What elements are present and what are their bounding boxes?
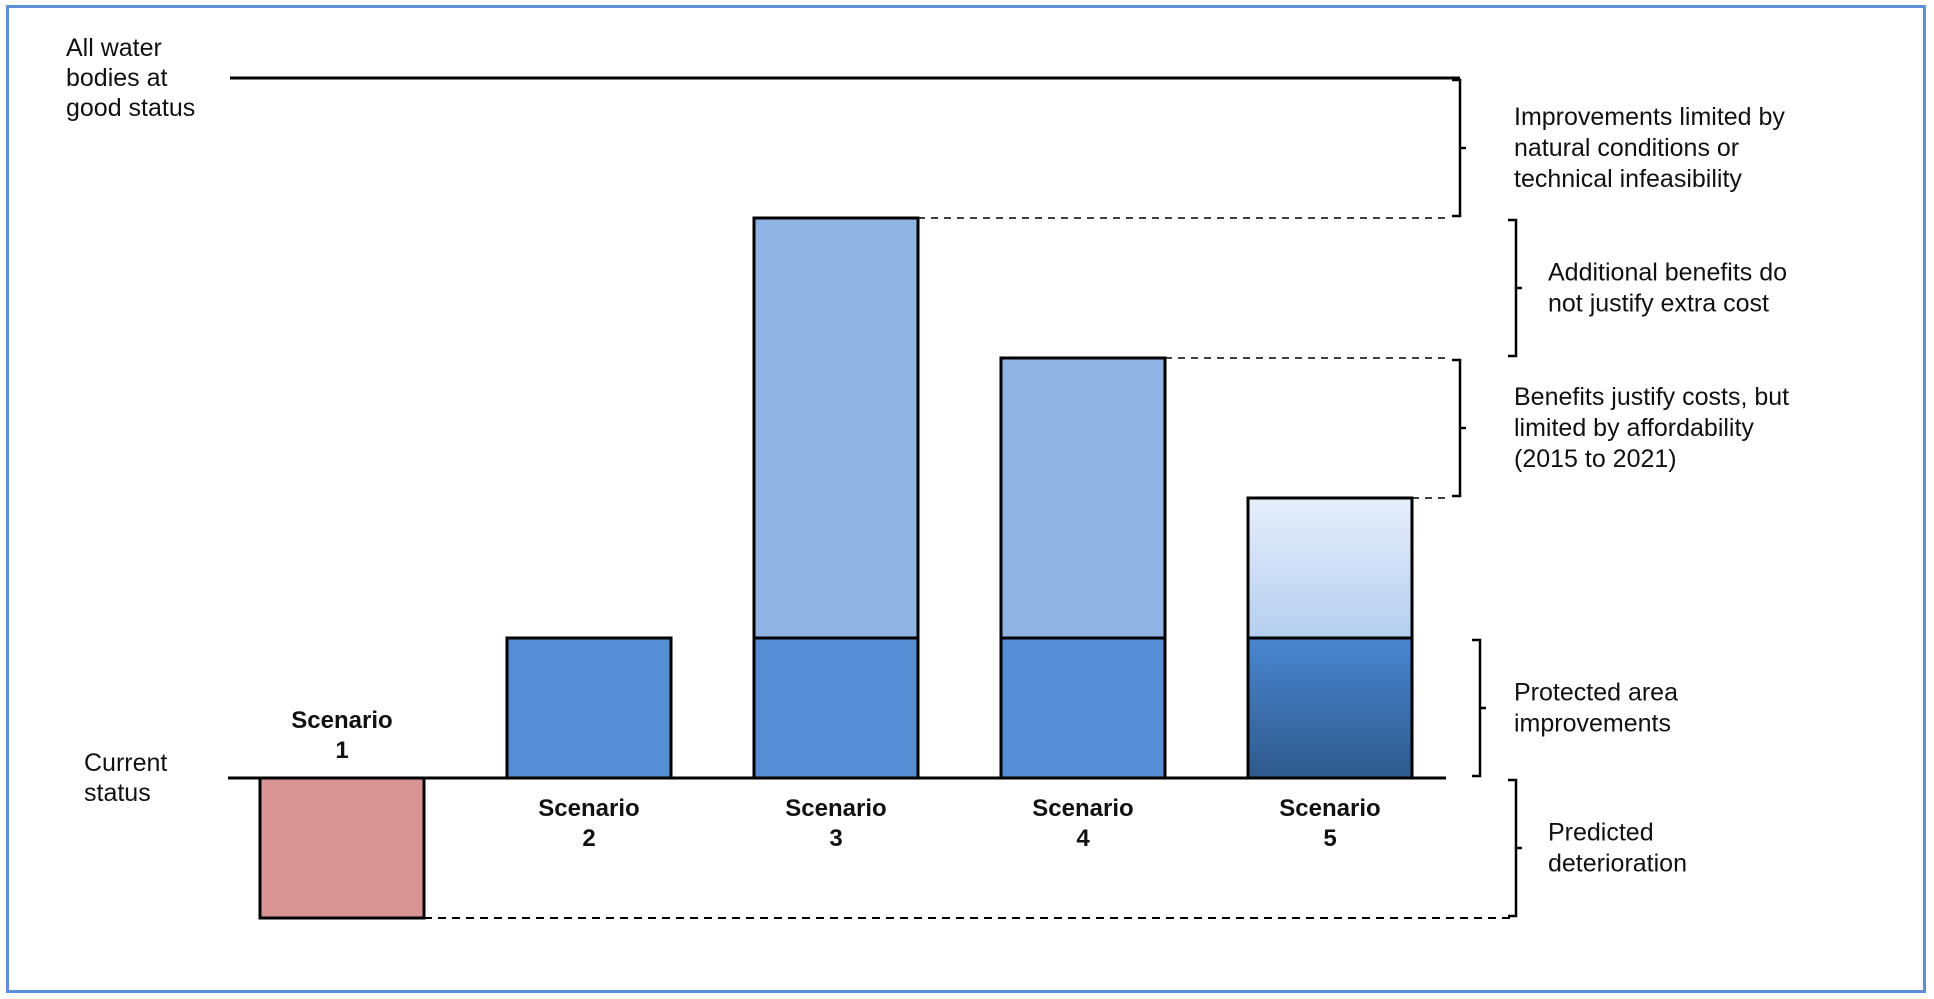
bracket-label-line: not justify extra cost bbox=[1548, 290, 1769, 318]
bracket bbox=[1508, 778, 1522, 918]
scenario-label-line: Scenario bbox=[291, 707, 392, 734]
protected-area-bar bbox=[999, 636, 1167, 780]
scenario-label: Scenario 3 bbox=[785, 795, 886, 852]
current-status-label: Current status bbox=[84, 749, 174, 807]
bracket-label-line: Predicted bbox=[1548, 819, 1654, 847]
bracket-label: Additional benefits do not justify extra … bbox=[1548, 259, 1787, 318]
additional-benefit-bar bbox=[1246, 496, 1414, 640]
protected-area-bar bbox=[505, 636, 673, 780]
scenario-label: Scenario 1 bbox=[291, 707, 392, 764]
scenario-label-line: Scenario bbox=[538, 795, 639, 822]
good-status-label-line: good status bbox=[66, 94, 195, 122]
deterioration-bar bbox=[258, 776, 426, 920]
good-status-label: All water bodies at good status bbox=[66, 34, 195, 122]
scenario-label-number: 4 bbox=[1076, 825, 1090, 852]
bracket-label: Benefits justify costs, but limited by af… bbox=[1514, 383, 1789, 473]
protected-area-bar bbox=[1246, 636, 1414, 780]
bracket-label-line: Additional benefits do bbox=[1548, 259, 1787, 287]
current-status-label-line: status bbox=[84, 779, 151, 807]
scenario-label-number: 2 bbox=[582, 825, 595, 852]
bracket-label-line: natural conditions or bbox=[1514, 134, 1739, 162]
protected-area-bar bbox=[752, 636, 920, 780]
bracket bbox=[1508, 218, 1522, 358]
bracket-label: Improvements limited by natural condition… bbox=[1514, 103, 1785, 193]
good-status-label-line: bodies at bbox=[66, 64, 168, 92]
bracket-label-line: limited by affordability bbox=[1514, 414, 1754, 442]
bracket-label: Protected area improvements bbox=[1514, 679, 1678, 738]
bracket-label-line: improvements bbox=[1514, 710, 1671, 738]
bracket-label: Predicted deterioration bbox=[1548, 819, 1687, 878]
bracket bbox=[1452, 358, 1466, 498]
bracket bbox=[1472, 638, 1486, 778]
scenario-label-number: 5 bbox=[1323, 825, 1336, 852]
scenario-label-line: Scenario bbox=[785, 795, 886, 822]
scenario-label-number: 1 bbox=[335, 737, 348, 764]
scenario-label: Scenario 2 bbox=[538, 795, 639, 852]
scenario-label: Scenario 4 bbox=[1032, 795, 1133, 852]
additional-benefit-bar bbox=[752, 216, 920, 640]
scenario-label-number: 3 bbox=[829, 825, 842, 852]
current-status-label-line: Current bbox=[84, 749, 167, 777]
good-status-label-line: All water bbox=[66, 34, 162, 62]
bracket-label-line: Protected area bbox=[1514, 679, 1678, 707]
bracket-label-line: technical infeasibility bbox=[1514, 165, 1742, 193]
bracket bbox=[1452, 78, 1466, 218]
bracket-label-line: (2015 to 2021) bbox=[1514, 445, 1677, 473]
additional-benefit-bar bbox=[999, 356, 1167, 640]
scenario-label-line: Scenario bbox=[1032, 795, 1133, 822]
brackets: Improvements limited by natural condition… bbox=[1452, 78, 1789, 918]
scenario-label-line: Scenario bbox=[1279, 795, 1380, 822]
bracket-label-line: Improvements limited by bbox=[1514, 103, 1785, 131]
scenario-bars bbox=[258, 216, 1414, 920]
bracket-label-line: deterioration bbox=[1548, 850, 1687, 878]
scenario-label: Scenario 5 bbox=[1279, 795, 1380, 852]
bracket-label-line: Benefits justify costs, but bbox=[1514, 383, 1789, 411]
guide-lines bbox=[424, 217, 1514, 919]
